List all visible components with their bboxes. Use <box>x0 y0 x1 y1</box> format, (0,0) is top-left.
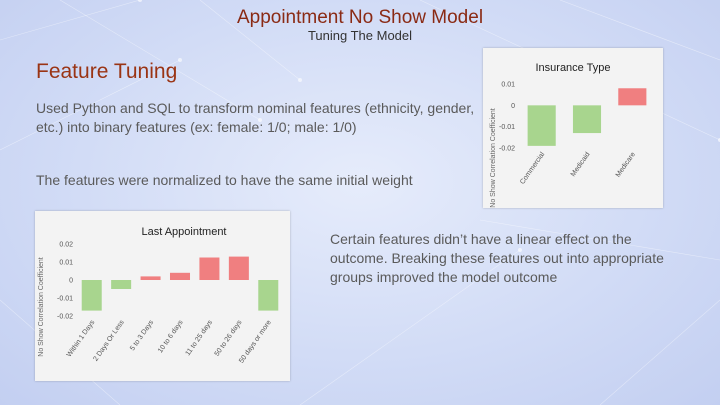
y-tick-label: 0.02 <box>59 242 73 249</box>
insurance-type-chart-svg: Insurance Type No Show Correlation Coeff… <box>490 62 647 208</box>
bar <box>199 257 220 280</box>
y-tick-label: -0.01 <box>57 296 73 303</box>
y-tick-label: 0 <box>69 278 73 285</box>
x-tick-label: Medicare <box>615 151 637 179</box>
chart-title: Last Appointment <box>141 226 226 238</box>
x-tick-label: 50 days or more <box>238 319 273 365</box>
x-tick-label: 2 Days Or Less <box>92 319 126 363</box>
x-tick-label: Within 1 Days <box>66 319 97 359</box>
body-text-linear-effect: Certain features didn’t have a linear ef… <box>330 231 664 285</box>
bar <box>169 272 191 280</box>
bar <box>81 280 102 311</box>
bar <box>527 105 556 146</box>
x-tick-label: 5 to 3 Days <box>129 319 155 352</box>
x-tick-label: 10 to 6 days <box>157 319 185 355</box>
y-tick-label: 0 <box>511 103 515 110</box>
body-text-nominal-features: Used Python and SQL to transform nominal… <box>36 100 475 135</box>
bar <box>111 280 132 289</box>
x-tick-label: Medicaid <box>570 151 592 178</box>
y-axis-label: No Show Correlation Coefficient <box>490 108 497 208</box>
bar <box>618 88 647 106</box>
bar <box>140 276 161 280</box>
x-tick-label: Commercial <box>519 151 546 186</box>
chart-title: Insurance Type <box>535 62 610 74</box>
x-tick-label: 11 to 25 days <box>185 319 215 357</box>
section-heading: Feature Tuning <box>36 60 178 83</box>
bar <box>258 280 279 311</box>
y-axis-label: No Show Correlation Coefficient <box>38 257 45 357</box>
y-tick-label: 0.01 <box>59 260 73 267</box>
y-tick-label: -0.01 <box>499 124 515 131</box>
body-text-normalized: The features were normalized to have the… <box>36 172 413 188</box>
last-appointment-chart: Last Appointment No Show Correlation Coe… <box>35 211 290 381</box>
y-tick-label: 0.01 <box>501 82 515 89</box>
bar <box>228 256 249 280</box>
y-tick-label: -0.02 <box>499 146 515 153</box>
bar <box>572 105 602 134</box>
last-appointment-chart-svg: Last Appointment No Show Correlation Coe… <box>38 226 279 365</box>
y-tick-label: -0.02 <box>57 314 73 321</box>
x-tick-label: 50 to 26 days <box>214 319 244 358</box>
insurance-type-chart: Insurance Type No Show Correlation Coeff… <box>483 48 663 208</box>
slide-title: Appointment No Show Model <box>236 7 484 28</box>
slide-subtitle: Tuning The Model <box>307 28 413 43</box>
